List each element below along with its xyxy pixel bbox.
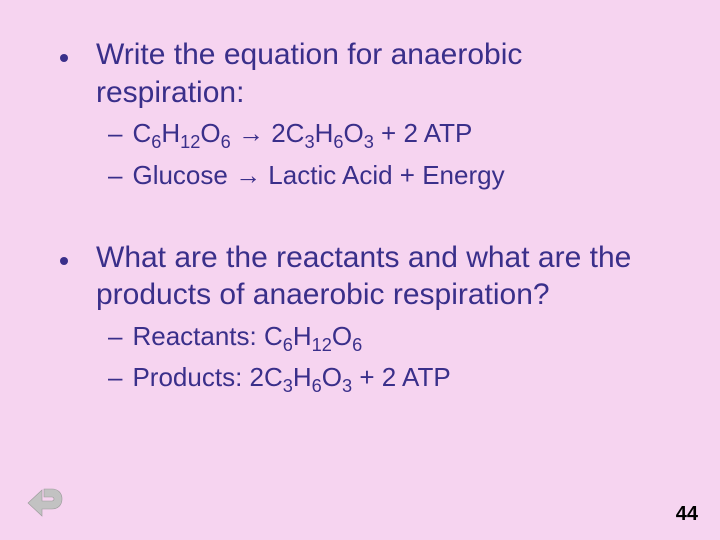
bullet-dot-icon xyxy=(60,257,68,265)
bullet-1: Write the equation for anaerobic respira… xyxy=(50,36,670,111)
back-arrow-icon[interactable] xyxy=(22,484,64,522)
list-item: – Glucose → Lactic Acid + Energy xyxy=(108,159,670,193)
bullet-1-sublist: – C6H12O6 → 2C3H6O3 + 2 ATP – Glucose → … xyxy=(108,117,670,193)
dash-icon: – xyxy=(108,159,122,193)
dash-icon: – xyxy=(108,117,122,151)
bullet-dot-icon xyxy=(60,54,68,62)
list-item: – Reactants: C6H12O6 xyxy=(108,320,670,358)
page-number: 44 xyxy=(676,503,698,526)
bullet-1-text: Write the equation for anaerobic respira… xyxy=(96,36,670,111)
bullet-2: What are the reactants and what are the … xyxy=(50,239,670,314)
bullet-2-text: What are the reactants and what are the … xyxy=(96,239,670,314)
subitem-text: C6H12O6 → 2C3H6O3 + 2 ATP xyxy=(132,117,472,155)
slide-body: Write the equation for anaerobic respira… xyxy=(0,0,720,540)
subitem-text: Reactants: C6H12O6 xyxy=(132,320,362,358)
bullet-2-sublist: – Reactants: C6H12O6 – Products: 2C3H6O3… xyxy=(108,320,670,400)
subitem-text: Glucose → Lactic Acid + Energy xyxy=(132,159,504,193)
subitem-text: Products: 2C3H6O3 + 2 ATP xyxy=(132,361,450,399)
list-item: – Products: 2C3H6O3 + 2 ATP xyxy=(108,361,670,399)
dash-icon: – xyxy=(108,320,122,354)
list-item: – C6H12O6 → 2C3H6O3 + 2 ATP xyxy=(108,117,670,155)
dash-icon: – xyxy=(108,361,122,395)
